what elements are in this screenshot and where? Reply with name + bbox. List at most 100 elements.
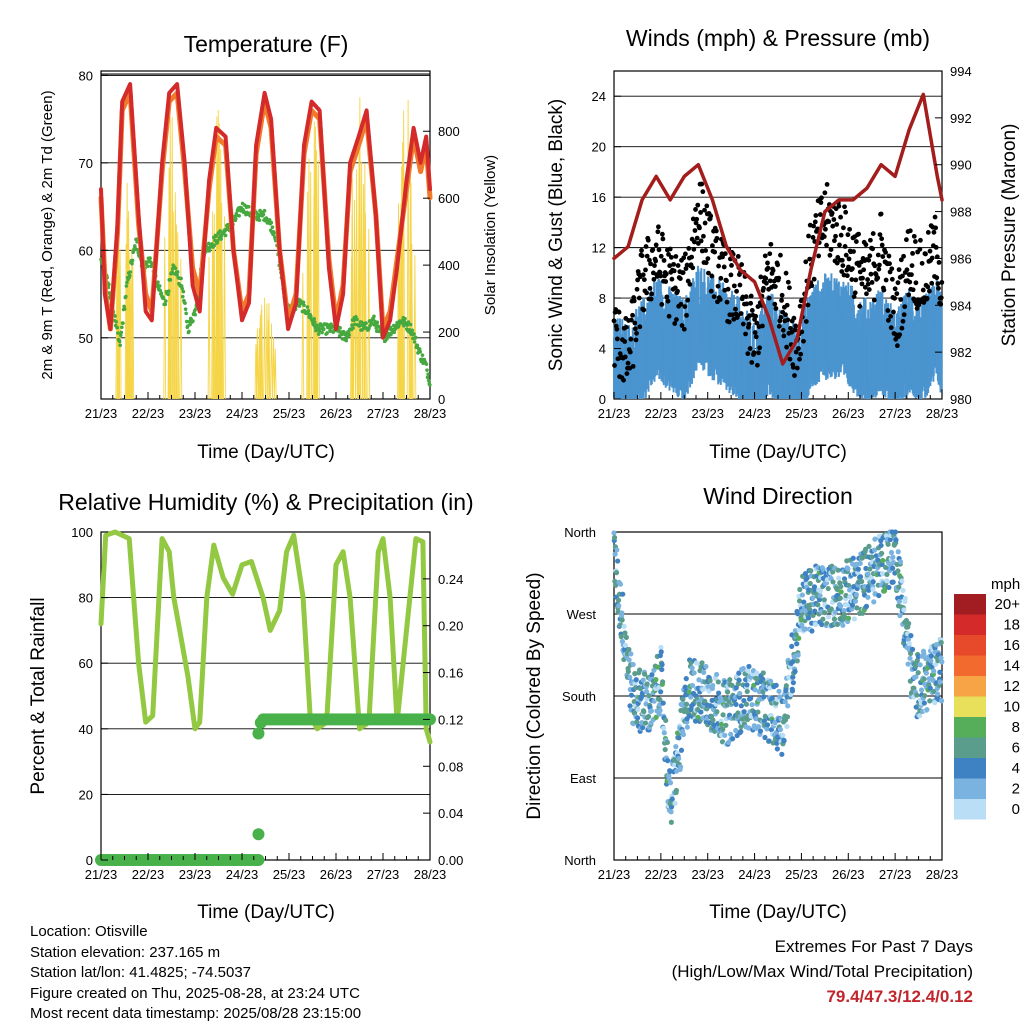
dewpoint-point [130, 261, 134, 266]
gust-point [683, 251, 688, 257]
legend-swatch [954, 717, 986, 738]
gust-point [673, 254, 679, 259]
dewpoint-point [159, 291, 164, 295]
direction-point [714, 671, 720, 678]
gust-point [625, 360, 631, 366]
direction-point [705, 683, 711, 690]
gust-point [773, 306, 779, 311]
time-tick-label: 28/23 [926, 406, 959, 421]
dewpoint-point [302, 303, 306, 308]
direction-point [866, 543, 872, 550]
direction-point [719, 739, 726, 745]
gust-point [911, 233, 917, 239]
dewpoint-point [130, 258, 135, 263]
dewpoint-point [412, 332, 416, 336]
gust-point [612, 363, 617, 368]
gust-point [783, 312, 788, 318]
gust-point [829, 210, 835, 216]
direction-point [795, 652, 801, 658]
direction-point [884, 578, 890, 584]
humidity-xlabel: Time (Day/UTC) [197, 902, 335, 923]
gust-point [907, 279, 913, 285]
gust-series [611, 181, 945, 383]
insolation-spike [360, 161, 364, 400]
right-tick-label: 0.12 [438, 712, 463, 727]
legend-swatch [954, 778, 986, 799]
gust-point [653, 242, 659, 248]
direction-point [884, 571, 890, 578]
gust-point [636, 295, 642, 301]
gust-point [847, 226, 852, 232]
insolation-spike [207, 257, 211, 400]
direction-point [890, 565, 896, 571]
direction-tick-label: South [562, 689, 596, 704]
gust-point [740, 321, 746, 327]
direction-point [917, 713, 923, 719]
direction-point [755, 723, 762, 730]
gust-point [697, 225, 702, 231]
gust-point [733, 306, 738, 312]
gust-point [667, 246, 673, 252]
dewpoint-point [353, 322, 357, 327]
insolation-spike [118, 250, 122, 400]
direction-point [931, 668, 937, 674]
gust-point [677, 276, 683, 281]
dewpoint-point [417, 347, 422, 351]
gust-point [935, 281, 941, 287]
gust-point [805, 302, 811, 308]
direction-point [878, 542, 884, 549]
gust-point [919, 260, 925, 266]
direction-point [882, 585, 888, 592]
gust-point [920, 287, 926, 293]
right-tick-label: 986 [950, 251, 972, 266]
direction-point [845, 615, 852, 621]
gust-point [721, 264, 727, 270]
gust-point [760, 323, 765, 329]
gust-point [809, 283, 815, 289]
gust-point [811, 223, 817, 229]
dewpoint-point [180, 286, 185, 291]
gust-point [894, 343, 900, 349]
dewpoint-point [412, 340, 417, 344]
gust-point [846, 256, 852, 262]
dewpoint-point [193, 307, 198, 311]
gust-point [737, 282, 743, 288]
gust-point [674, 317, 679, 322]
direction-point [627, 703, 633, 709]
direction-point [767, 678, 774, 684]
dewpoint-point [181, 289, 186, 294]
gust-point [756, 350, 761, 356]
direction-point [905, 661, 911, 667]
direction-point [623, 634, 629, 640]
direction-point [927, 685, 933, 691]
direction-point [870, 579, 876, 585]
direction-point [723, 722, 729, 728]
insolation-spike [273, 348, 277, 400]
gust-point [708, 288, 714, 294]
direction-point [922, 693, 928, 699]
gust-point [892, 295, 897, 301]
gust-point [792, 373, 797, 378]
right-tick-label: 0.20 [438, 619, 463, 634]
direction-point [684, 724, 690, 730]
direction-point [751, 682, 757, 688]
gust-point [903, 237, 909, 243]
dewpoint-point [164, 299, 168, 303]
direction-point [938, 655, 944, 661]
direction-point [852, 598, 859, 604]
dewpoint-point [262, 208, 267, 213]
insolation-spike [406, 100, 410, 400]
gust-point [783, 270, 789, 276]
gust-point [816, 253, 822, 259]
direction-point [757, 728, 764, 734]
dewpoint-point [184, 311, 188, 316]
insolation-spike [179, 258, 183, 400]
direction-point [668, 819, 674, 825]
dewpoint-point [367, 326, 371, 331]
direction-point [840, 622, 846, 628]
dewpoint-point [246, 204, 251, 209]
gust-point [664, 294, 670, 300]
time-tick-label: 22/23 [132, 867, 165, 882]
direction-point [661, 730, 667, 736]
gust-point [934, 275, 940, 281]
